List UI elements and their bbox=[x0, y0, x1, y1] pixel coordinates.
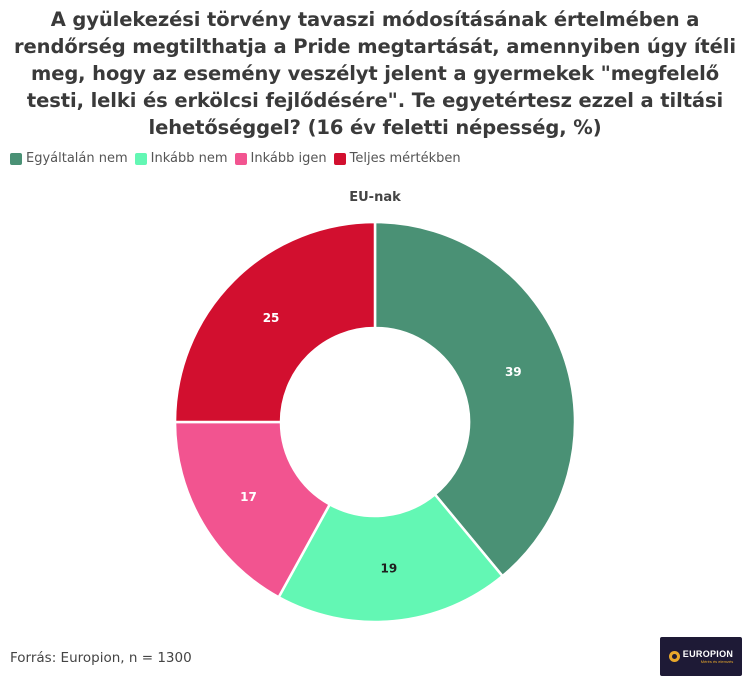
donut-slice bbox=[277, 493, 504, 624]
donut-slice bbox=[373, 220, 577, 578]
chart-legend: Egyáltalán nem Inkább nem Inkább igen Te… bbox=[10, 151, 468, 166]
legend-swatch bbox=[234, 152, 247, 165]
chart-title: A gyülekezési törvény tavaszi módosításá… bbox=[14, 8, 736, 139]
logo-tagline: Mérés és elemzés bbox=[700, 658, 734, 664]
legend-swatch bbox=[134, 152, 147, 165]
slice-value-label: 17 bbox=[240, 490, 257, 504]
slice-value-label: 19 bbox=[380, 561, 397, 575]
legend-item: Egyáltalán nem bbox=[10, 151, 128, 166]
legend-label: Teljes mértékben bbox=[349, 151, 461, 166]
donut-slice bbox=[173, 420, 331, 599]
legend-label: Egyáltalán nem bbox=[26, 151, 128, 166]
donut-slice bbox=[173, 220, 377, 424]
legend-item: Inkább nem bbox=[134, 151, 228, 166]
legend-item: Teljes mértékben bbox=[333, 151, 461, 166]
logo-mark-icon bbox=[668, 651, 680, 662]
europion-logo: EUROPION Mérés és elemzés bbox=[660, 637, 742, 676]
legend-swatch bbox=[10, 152, 22, 165]
legend-label: Inkább igen bbox=[250, 151, 327, 166]
legend-label: Inkább nem bbox=[150, 151, 228, 166]
chart-subtitle: EU-nak bbox=[349, 190, 401, 205]
legend-swatch bbox=[333, 152, 346, 165]
slice-value-label: 25 bbox=[263, 311, 280, 325]
logo-name: EUROPION bbox=[682, 648, 734, 659]
slice-value-label: 39 bbox=[505, 365, 522, 379]
legend-item: Inkább igen bbox=[234, 151, 327, 166]
source-note: Forrás: Europion, n = 1300 bbox=[10, 650, 192, 666]
